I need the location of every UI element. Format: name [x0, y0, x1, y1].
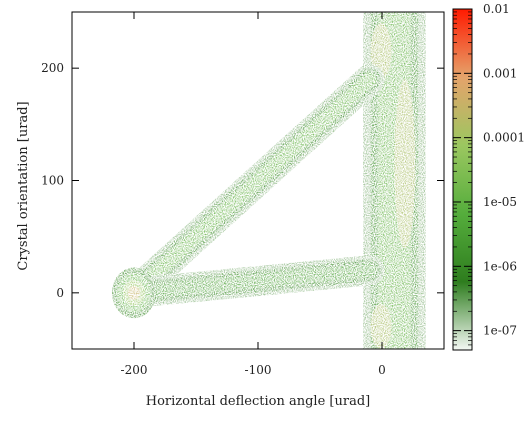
colorbar-tick-label: 0.01	[483, 2, 510, 16]
x-tick-label: -200	[121, 363, 148, 377]
x-tick-label: 0	[378, 363, 386, 377]
colorbar-tick-label: 0.001	[483, 66, 517, 80]
y-tick-label: 0	[56, 286, 64, 300]
y-tick-label: 200	[41, 61, 64, 75]
y-axis-label: Crystal orientation [urad]	[16, 101, 31, 270]
colorbar-tick-label: 1e-07	[483, 324, 517, 338]
heatmap-region-amorphous-band	[363, 12, 426, 349]
colorbar	[452, 8, 473, 351]
colorbar-ticks: 1e-07 1e-06 1e-05 0.0001 0.001 0.01	[453, 2, 525, 351]
colorbar-tick-label: 1e-06	[483, 259, 517, 273]
y-axis-ticks: 0 100 200	[41, 61, 444, 300]
heatmap-region-dechanneling-arm	[119, 255, 385, 308]
heatmap-region-volume-reflection-arm	[119, 64, 385, 308]
x-axis-ticks: -200 -100 0	[121, 12, 386, 377]
heatmap-region-channeling-spot	[112, 267, 156, 319]
heatmap-layer	[112, 12, 426, 349]
x-axis-label: Horizontal deflection angle [urad]	[146, 394, 370, 409]
x-tick-label: -100	[245, 363, 272, 377]
colorbar-tick-label: 0.0001	[483, 131, 525, 145]
colorbar-tick-label: 1e-05	[483, 195, 517, 209]
y-tick-label: 100	[41, 174, 64, 188]
